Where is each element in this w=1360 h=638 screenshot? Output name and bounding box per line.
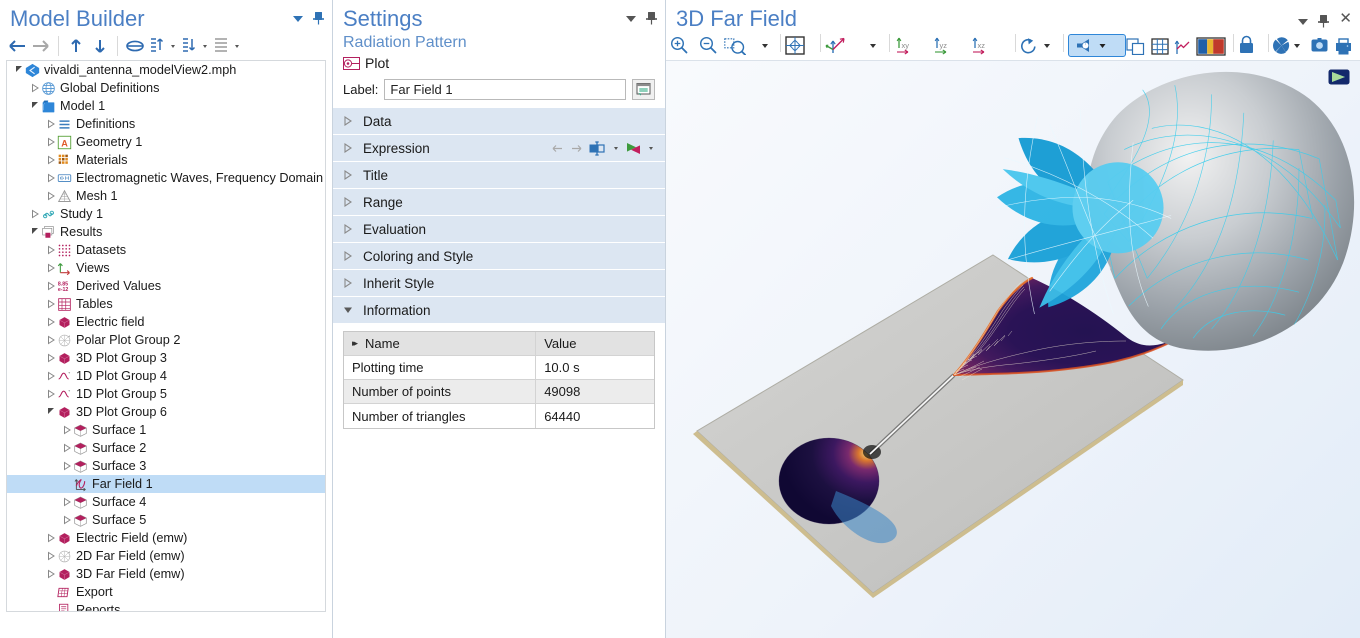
svg-text:xz: xz [978, 41, 986, 50]
svg-text:e-12: e-12 [58, 287, 69, 293]
svg-text:A: A [61, 138, 68, 148]
svg-text:xy: xy [902, 41, 910, 50]
svg-text:yz: yz [940, 41, 948, 50]
